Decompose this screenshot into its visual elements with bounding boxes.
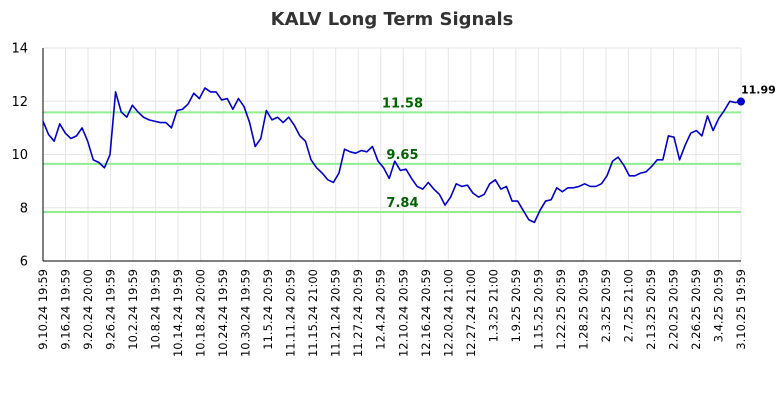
- x-tick-label: 11.27.24 20:59: [351, 269, 365, 357]
- y-tick-label: 6: [20, 255, 28, 270]
- x-tick-label: 1.15.25 20:59: [531, 269, 545, 350]
- y-tick-label: 8: [20, 201, 28, 216]
- x-tick-label: 10.8.24 19:59: [149, 269, 163, 350]
- signal-label: 11.58: [382, 96, 423, 111]
- x-tick-label: 11.21.24 20:59: [329, 269, 343, 357]
- x-tick-label: 1.22.25 20:59: [554, 269, 568, 350]
- x-tick-label: 2.20.25 20:59: [666, 269, 680, 350]
- grid: [42, 47, 742, 262]
- x-tick-label: 12.16.24 20:59: [419, 269, 433, 357]
- signal-label: 7.84: [386, 196, 418, 211]
- x-tick-label: 1.28.25 20:59: [576, 269, 590, 350]
- x-tick-label: 2.7.25 21:00: [621, 269, 635, 342]
- x-tick-label: 9.16.24 19:59: [59, 269, 73, 350]
- x-tick-label: 10.2.24 19:59: [126, 269, 140, 350]
- last-price-point: [737, 97, 745, 106]
- y-tick-label: 10: [11, 148, 28, 163]
- x-tick-label: 1.3.25 21:00: [486, 269, 500, 342]
- signal-lines: [43, 111, 741, 214]
- x-tick-label: 10.30.24 19:59: [239, 269, 253, 357]
- x-tick-label: 10.14.24 19:59: [171, 269, 185, 357]
- x-tick-label: 3.4.25 20:59: [711, 269, 725, 342]
- x-tick-label: 11.11.24 20:59: [284, 269, 298, 357]
- x-tick-label: 10.24.24 19:59: [216, 269, 230, 357]
- x-tick-label: 2.26.25 20:59: [689, 269, 703, 350]
- x-tick-label: 12.27.24 21:00: [464, 269, 478, 357]
- y-tick-label: 12: [11, 95, 28, 110]
- x-tick-label: 10.18.24 20:00: [194, 269, 208, 357]
- x-tick-label: 2.13.25 20:59: [644, 269, 658, 350]
- x-tick-label: 12.4.24 20:59: [374, 269, 388, 350]
- x-tick-label: 2.3.25 20:59: [599, 269, 613, 342]
- x-tick-label: 9.20.24 20:00: [81, 269, 95, 350]
- labels: 11.58 9.65 7.84 11.99: [382, 84, 776, 211]
- x-tick-label: 1.9.25 20:59: [509, 269, 523, 342]
- x-tick-label: 3.10.25 19:59: [734, 269, 748, 350]
- axes: 9.10.24 19:59 9.16.24 19:59 9.20.24 20:00 9…: [11, 42, 748, 358]
- series: [42, 87, 745, 224]
- x-tick-label: 9.26.24 19:59: [104, 269, 118, 350]
- x-tick-label: 12.10.24 20:59: [396, 269, 410, 357]
- price-line: [42, 87, 742, 224]
- x-tick-label: 12.20.24 21:00: [441, 269, 455, 357]
- x-tick-label: 11.5.24 20:59: [261, 269, 275, 350]
- y-tick-label: 14: [11, 42, 28, 57]
- x-tick-label: 11.15.24 21:00: [306, 269, 320, 357]
- last-price-label: 11.99: [741, 84, 776, 97]
- signal-label: 9.65: [386, 148, 418, 163]
- x-tick-label: 9.10.24 19:59: [36, 269, 50, 350]
- chart-title: KALV Long Term Signals: [271, 9, 514, 30]
